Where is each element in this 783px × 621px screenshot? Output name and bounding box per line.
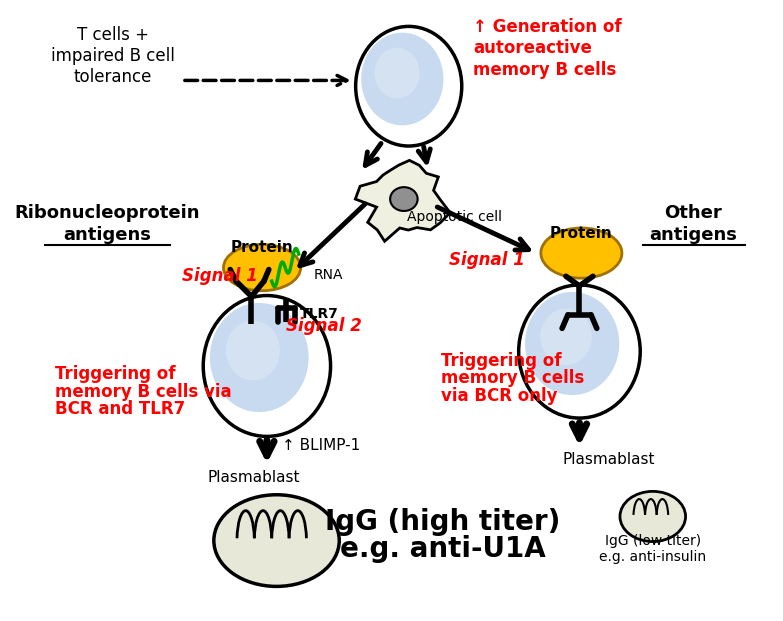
Ellipse shape <box>204 296 330 437</box>
Text: antigens: antigens <box>63 225 150 243</box>
Text: via BCR only: via BCR only <box>441 387 557 405</box>
Text: tolerance: tolerance <box>74 68 152 86</box>
Ellipse shape <box>214 495 339 586</box>
Text: e.g. anti-U1A: e.g. anti-U1A <box>340 535 545 563</box>
Text: Other: Other <box>665 204 722 222</box>
Text: RNA: RNA <box>313 268 343 282</box>
Text: Triggering of: Triggering of <box>55 366 175 384</box>
Ellipse shape <box>210 303 309 412</box>
Text: T cells +: T cells + <box>77 26 149 44</box>
Text: BCR and TLR7: BCR and TLR7 <box>55 400 185 418</box>
Ellipse shape <box>518 285 640 418</box>
Ellipse shape <box>226 320 280 381</box>
Ellipse shape <box>525 292 619 395</box>
Text: Plasmablast: Plasmablast <box>207 469 300 485</box>
Text: Protein: Protein <box>231 240 294 255</box>
Text: Signal 2: Signal 2 <box>287 317 362 335</box>
Text: e.g. anti-insulin: e.g. anti-insulin <box>599 550 706 564</box>
Polygon shape <box>355 160 450 241</box>
Ellipse shape <box>540 309 592 365</box>
Text: antigens: antigens <box>649 225 738 243</box>
Text: autoreactive: autoreactive <box>474 39 592 57</box>
Text: TLR7: TLR7 <box>300 307 338 320</box>
Text: Ribonucleoprotein: Ribonucleoprotein <box>14 204 200 222</box>
Ellipse shape <box>541 228 622 278</box>
Text: memory B cells via: memory B cells via <box>55 383 231 401</box>
Text: ↑ Generation of: ↑ Generation of <box>474 18 622 36</box>
Text: Plasmablast: Plasmablast <box>562 452 655 468</box>
Ellipse shape <box>390 187 417 211</box>
Text: IgG (low titer): IgG (low titer) <box>604 535 701 548</box>
Ellipse shape <box>223 245 301 291</box>
Text: Triggering of: Triggering of <box>441 352 561 370</box>
Ellipse shape <box>355 27 462 146</box>
Text: Protein: Protein <box>550 225 613 241</box>
Text: impaired B cell: impaired B cell <box>51 47 175 65</box>
Text: memory B cells: memory B cells <box>441 369 584 388</box>
Text: IgG (high titer): IgG (high titer) <box>325 508 560 536</box>
Text: Signal 1: Signal 1 <box>182 267 258 285</box>
Ellipse shape <box>361 33 443 125</box>
Text: Signal 1: Signal 1 <box>449 251 525 269</box>
Text: memory B cells: memory B cells <box>474 61 616 79</box>
Text: Apoptotic cell: Apoptotic cell <box>406 211 502 224</box>
Ellipse shape <box>620 491 686 542</box>
Ellipse shape <box>374 48 420 99</box>
Text: ↑ BLIMP-1: ↑ BLIMP-1 <box>283 438 361 453</box>
